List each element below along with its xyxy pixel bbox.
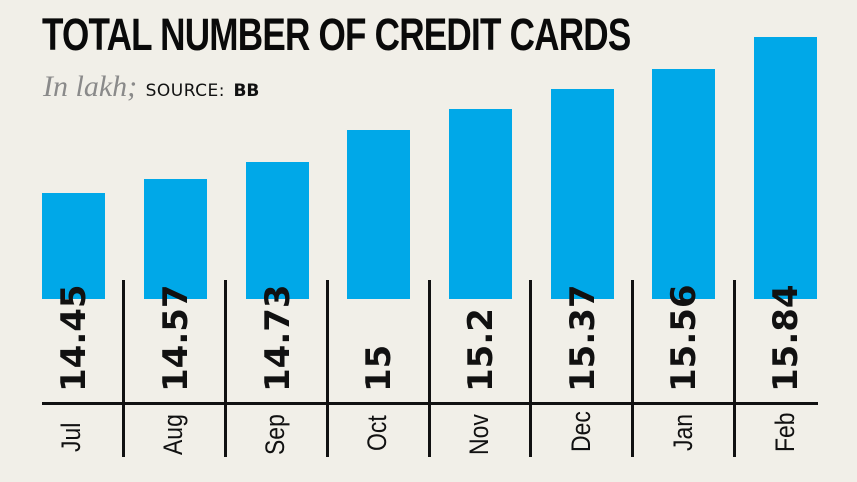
column-divider [631, 280, 634, 457]
bar-oct [347, 130, 410, 299]
bar-nov [449, 109, 512, 299]
bar-dec [551, 89, 614, 299]
source-label: SOURCE: [145, 81, 226, 101]
bar-jul [42, 193, 105, 299]
category-label-aug: Aug [158, 414, 188, 455]
value-label-oct: 15 [359, 344, 399, 392]
category-label-nov: Nov [464, 414, 494, 455]
value-label-sep: 14.73 [258, 284, 298, 392]
source-value: BB [233, 81, 260, 101]
column-divider [428, 280, 431, 457]
category-label-jan: Jan [668, 413, 698, 451]
value-label-jan: 15.56 [664, 284, 704, 392]
column-divider [326, 280, 329, 457]
column-divider [733, 280, 736, 457]
column-divider [122, 280, 125, 457]
category-label-oct: Oct [362, 415, 392, 451]
value-label-dec: 15.37 [563, 284, 603, 392]
bar-sep [246, 162, 309, 299]
category-label-feb: Feb [770, 412, 800, 452]
column-divider [529, 280, 532, 457]
category-label-jul: Jul [56, 422, 86, 452]
bar-feb [754, 37, 817, 299]
chart-title: TOTAL NUMBER OF CREDIT CARDS [42, 9, 631, 60]
value-label-aug: 14.57 [156, 284, 196, 392]
unit-label: In lakh; [43, 70, 138, 103]
category-label-dec: Dec [566, 411, 596, 452]
bar-jan [652, 69, 715, 299]
bar-aug [144, 179, 207, 299]
x-axis-line [42, 402, 818, 405]
value-label-jul: 14.45 [54, 284, 94, 392]
value-label-nov: 15.2 [461, 308, 501, 392]
column-divider [224, 280, 227, 457]
chart-subtitle: In lakh; SOURCE: BB [43, 70, 259, 104]
category-label-sep: Sep [260, 414, 290, 455]
value-label-feb: 15.84 [766, 284, 806, 392]
